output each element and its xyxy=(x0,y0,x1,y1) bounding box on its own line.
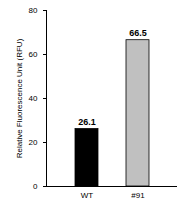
svg-text:#91: #91 xyxy=(131,191,145,200)
svg-text:60: 60 xyxy=(29,50,38,59)
svg-text:66.5: 66.5 xyxy=(129,28,147,38)
svg-text:20: 20 xyxy=(29,138,38,147)
svg-text:26.1: 26.1 xyxy=(78,117,96,127)
svg-text:WT: WT xyxy=(81,191,94,200)
svg-text:80: 80 xyxy=(29,6,38,15)
svg-text:Relative Fluorescence Unit (RF: Relative Fluorescence Unit (RFU) xyxy=(15,38,24,158)
svg-text:40: 40 xyxy=(29,94,38,103)
svg-text:0: 0 xyxy=(33,182,38,191)
